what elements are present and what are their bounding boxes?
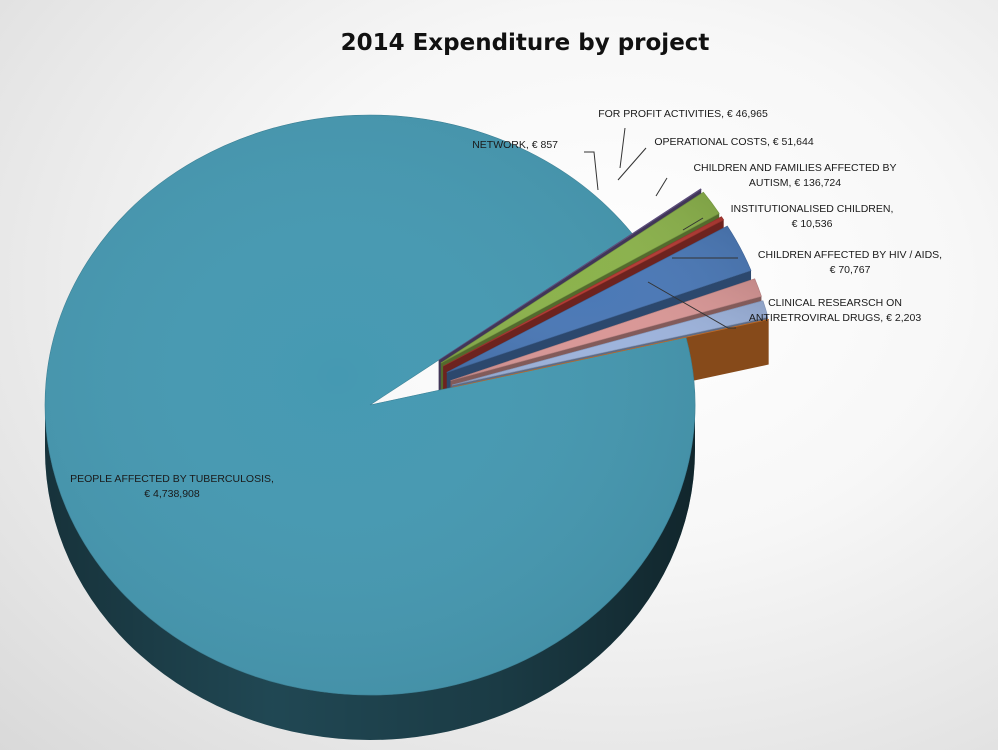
pie-slice-shade (452, 300, 768, 386)
slice-data-label: € 4,738,908 (144, 488, 200, 500)
slice-data-label: € 70,767 (830, 264, 871, 276)
pie-slice-shade (438, 188, 702, 361)
slice-data-label: ANTIRETROVIRAL DRUGS, € 2,203 (749, 312, 921, 324)
leader-line (655, 177, 668, 197)
pie-slice-shade (45, 115, 696, 696)
leader-line (682, 217, 704, 231)
pie-slice-shade (440, 192, 720, 364)
slice-data-label: CHILDREN AFFECTED BY HIV / AIDS, (758, 249, 942, 261)
pie-top-layer (44, 114, 770, 696)
slice-data-label: FOR PROFIT ACTIVITIES, € 46,965 (598, 108, 768, 120)
slice-data-label: INSTITUTIONALISED CHILDREN, (731, 203, 894, 215)
leader-line (617, 147, 647, 181)
slice-data-label: CHILDREN AND FAMILIES AFFECTED BY (693, 162, 896, 174)
leader-line (619, 127, 626, 169)
slice-data-label: OPERATIONAL COSTS, € 51,644 (654, 136, 813, 148)
slice-data-label: NETWORK, € 857 (472, 139, 558, 151)
slice-data-label: PEOPLE AFFECTED BY TUBERCULOSIS, (70, 473, 274, 485)
pie-slice-shade (452, 319, 769, 388)
pie-slice-shade (446, 226, 752, 373)
slice-data-label: AUTISM, € 136,724 (749, 177, 841, 189)
pie-label-layer: PEOPLE AFFECTED BY TUBERCULOSIS, € 4,738,… (70, 108, 942, 500)
chart-title: 2014 Expenditure by project (341, 30, 710, 56)
slice-data-label: CLINICAL RESEARSCH ON (768, 297, 902, 309)
leader-line (647, 281, 736, 329)
pie-slice-shade (450, 278, 762, 381)
pie-slice-shade (443, 216, 724, 367)
leader-line (584, 151, 599, 191)
slice-data-label: € 10,536 (792, 218, 833, 230)
